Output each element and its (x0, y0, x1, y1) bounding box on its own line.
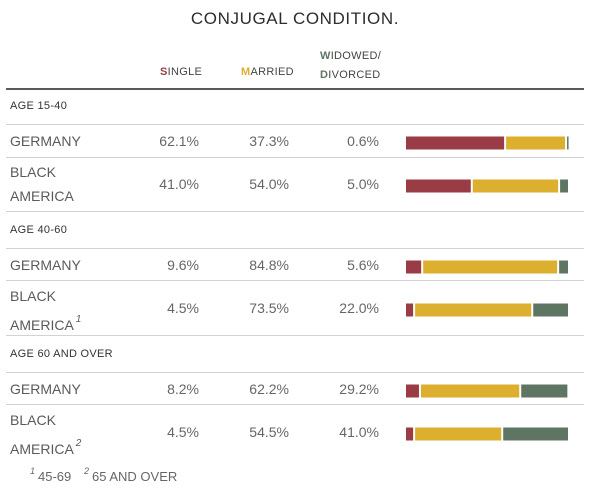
header-divorced-rest: IVORCED (328, 69, 381, 81)
value-married: 62.2% (249, 381, 289, 397)
footnote-text: 45-69 (38, 469, 72, 484)
bar-segment-single (406, 384, 419, 398)
row-label-line1: BLACK (10, 164, 56, 180)
header-single-rest: INGLE (167, 66, 203, 78)
row-label-line2: AMERICA (10, 317, 74, 333)
footnote-mark: 2 (84, 466, 90, 476)
header-single-initial: S (160, 66, 168, 78)
value-married: 54.5% (249, 424, 289, 440)
header-widowed-rest: IDOWED/ (330, 50, 382, 62)
chart-title: CONJUGAL CONDITION. (190, 9, 400, 28)
bar-segment-single (406, 260, 422, 274)
row-label-line1: BLACK (10, 288, 56, 304)
bar-segment-widowed (533, 303, 568, 317)
header-widowed-line1: WIDOWED/ (320, 47, 381, 66)
row-rule-1 (6, 157, 584, 158)
section-label: AGE 40-60 (10, 224, 68, 236)
bar-segment-widowed (560, 179, 568, 193)
header-married-rest: ARRIED (250, 66, 294, 78)
value-widowed: 0.6% (347, 133, 379, 149)
bar-segment-married (506, 136, 566, 150)
value-single: 8.2% (167, 381, 199, 397)
value-widowed: 29.2% (339, 381, 379, 397)
value-married: 84.8% (249, 257, 289, 273)
value-married: 54.0% (249, 176, 289, 192)
header-widowed: WIDOWED/ DIVORCED (320, 47, 381, 85)
footnote-text: 65 AND OVER (92, 469, 178, 484)
row-label: BLACK AMERICA 1 (10, 284, 81, 337)
row-label-line2: AMERICA (10, 188, 74, 204)
bar-segment-widowed (559, 260, 568, 274)
bar-segment-married (472, 179, 559, 193)
footnote: 2 65 AND OVER (84, 466, 177, 484)
section-rule-1 (6, 124, 584, 125)
header-divorced-line2: DIVORCED (320, 66, 381, 85)
value-single: 41.0% (159, 176, 199, 192)
section-label: AGE 15-40 (10, 100, 68, 112)
value-single: 4.5% (167, 424, 199, 440)
row-rule-4 (6, 335, 584, 336)
footnote-mark: 1 (30, 466, 36, 476)
bar-segment-married (415, 427, 502, 441)
bar-segment-widowed (521, 384, 568, 398)
row-label-line1: GERMANY (10, 381, 81, 397)
row-rule-3 (6, 280, 584, 281)
value-widowed: 41.0% (339, 424, 379, 440)
bar-segment-widowed (503, 427, 568, 441)
section-rule-2 (6, 248, 584, 249)
header-widowed-initial: W (320, 50, 331, 62)
row-label-line1: GERMANY (10, 257, 81, 273)
bar-segment-single (406, 136, 505, 150)
value-widowed: 22.0% (339, 300, 379, 316)
row-label: BLACK AMERICA (10, 160, 74, 208)
row-label: GERMANY (10, 129, 81, 153)
row-label: GERMANY (10, 253, 81, 277)
footnote-marker: 1 (75, 314, 82, 325)
value-married: 37.3% (249, 133, 289, 149)
header-married-initial: M (241, 66, 251, 78)
value-single: 4.5% (167, 300, 199, 316)
row-rule-2 (6, 211, 584, 212)
bar-segment-married (423, 260, 558, 274)
bar-segment-married (420, 384, 520, 398)
header-married: MARRIED (241, 66, 294, 78)
value-married: 73.5% (249, 300, 289, 316)
section-label: AGE 60 AND OVER (10, 348, 113, 360)
value-single: 9.6% (167, 257, 199, 273)
bar-segment-single (406, 427, 414, 441)
row-label: BLACK AMERICA 2 (10, 408, 81, 461)
row-label-line1: BLACK (10, 412, 56, 428)
value-single: 62.1% (159, 133, 199, 149)
footnote: 1 45-69 (30, 466, 71, 484)
bar-segment-married (415, 303, 532, 317)
row-label: GERMANY (10, 377, 81, 401)
header-divorced-initial: D (320, 69, 329, 81)
bar-segment-single (406, 303, 414, 317)
section-rule-3 (6, 372, 584, 373)
bar-segment-widowed (567, 136, 569, 150)
row-label-line2: AMERICA (10, 441, 74, 457)
row-rule-5 (6, 404, 584, 405)
bar-segment-single (406, 179, 471, 193)
header-single: SINGLE (160, 66, 202, 78)
footnote-marker: 2 (75, 438, 82, 449)
row-label-line1: GERMANY (10, 133, 81, 149)
header-rule (6, 88, 584, 90)
value-widowed: 5.6% (347, 257, 379, 273)
value-widowed: 5.0% (347, 176, 379, 192)
